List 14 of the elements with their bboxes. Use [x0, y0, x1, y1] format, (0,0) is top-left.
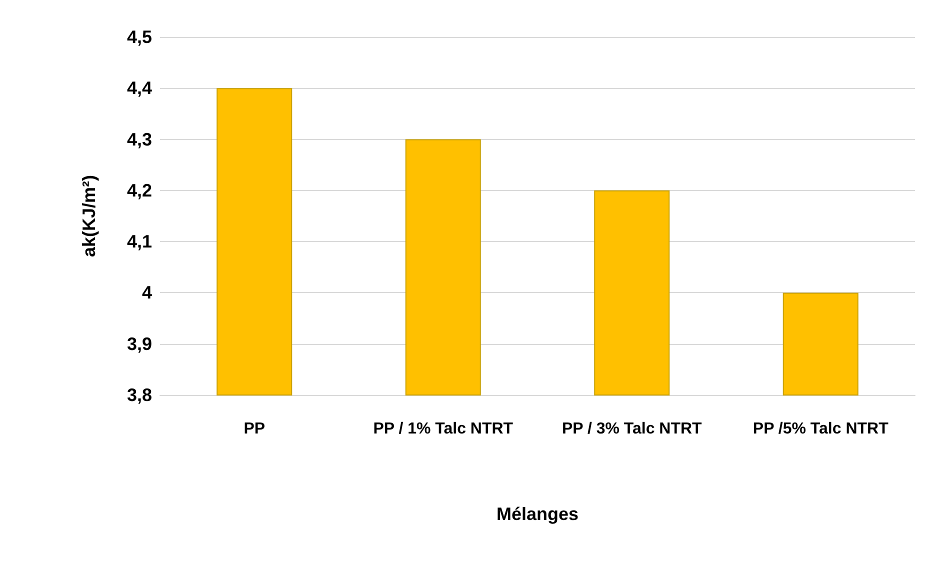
- x-tick-label: PP: [244, 420, 266, 438]
- x-axis-title: Mélanges: [496, 504, 579, 524]
- y-tick-label: 3,8: [126, 385, 152, 405]
- y-tick-label: 4,4: [126, 78, 152, 98]
- y-tick-label: 4,5: [126, 27, 152, 47]
- y-tick-label: 4: [142, 282, 152, 303]
- x-tick-label: PP / 1% Talc NTRT: [373, 420, 514, 438]
- x-tick-label: PP / 3% Talc NTRT: [562, 420, 702, 438]
- x-tick-label: PP /5% Talc NTRT: [752, 420, 889, 438]
- y-tick-label: 4,2: [126, 180, 152, 200]
- y-axis-title: ak(KJ/m²): [79, 174, 99, 258]
- y-tick-label: 4,3: [126, 129, 152, 150]
- y-tick-label: 4,1: [126, 232, 152, 252]
- y-tick-label: 3,9: [126, 334, 152, 354]
